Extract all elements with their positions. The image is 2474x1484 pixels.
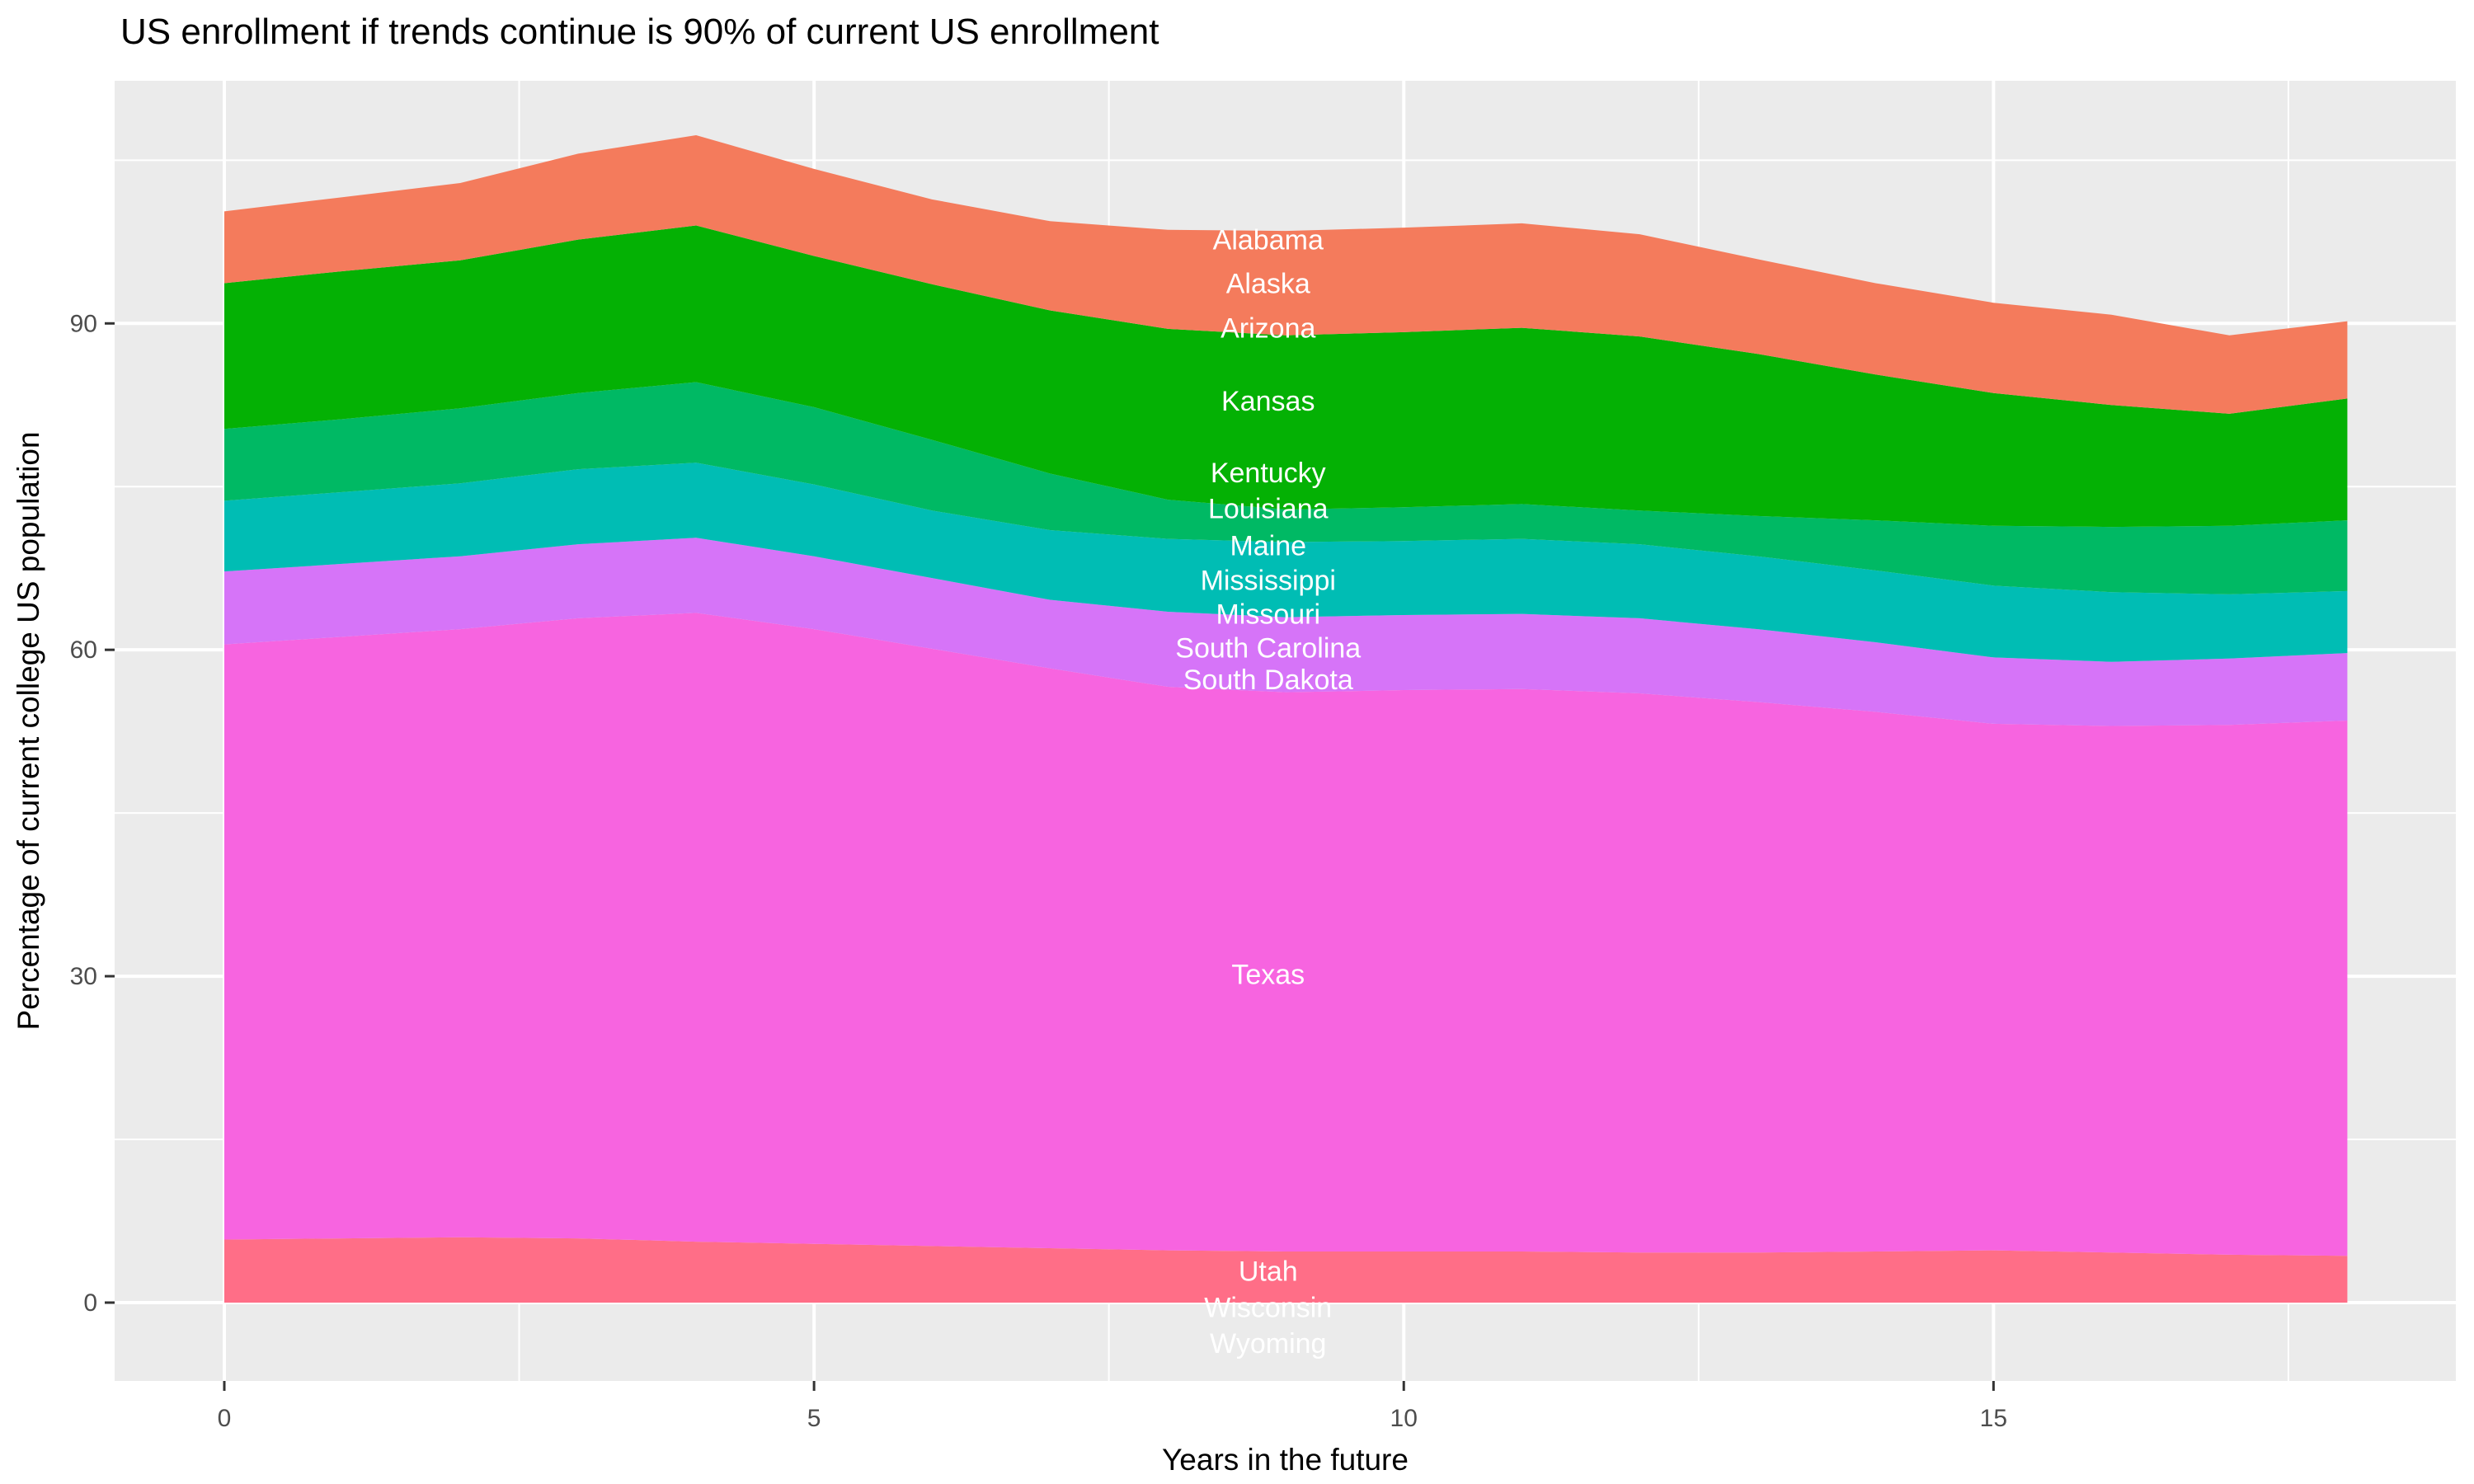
y-tick-label: 60 <box>70 636 97 664</box>
state-label-south-dakota: South Dakota <box>1183 665 1353 696</box>
band-area-mississippi-missouri <box>224 463 2348 662</box>
y-tick-label: 90 <box>70 310 97 337</box>
state-label-mississippi: Mississippi <box>1201 566 1336 597</box>
state-label-maine: Maine <box>1230 530 1306 561</box>
x-tick-label: 10 <box>1390 1405 1418 1432</box>
state-label-utah: Utah <box>1239 1256 1298 1288</box>
x-axis-title: Years in the future <box>1162 1443 1409 1477</box>
y-tick-label: 0 <box>83 1289 97 1317</box>
chart-title: US enrollment if trends continue is 90% … <box>120 12 1159 52</box>
band-area-kentucky-louisiana-maine <box>224 382 2348 594</box>
y-axis-title: Percentage of current college US populat… <box>12 431 45 1031</box>
band-area-alabama-alaska-arizona <box>224 134 2348 414</box>
x-tick-label: 0 <box>218 1405 232 1432</box>
band-area-utah-wisconsin-wyoming <box>224 1237 2348 1303</box>
x-tick-label: 5 <box>807 1405 821 1432</box>
state-label-alaska: Alaska <box>1226 268 1310 299</box>
state-label-texas: Texas <box>1231 959 1305 990</box>
state-label-south-carolina: South Carolina <box>1175 633 1361 665</box>
state-label-kentucky: Kentucky <box>1211 458 1326 489</box>
band-area-kansas <box>224 225 2348 528</box>
state-label-kansas: Kansas <box>1221 386 1315 417</box>
state-label-wyoming: Wyoming <box>1210 1328 1326 1360</box>
y-tick-label: 30 <box>70 963 97 990</box>
state-label-alabama: Alabama <box>1213 225 1324 256</box>
band-area-south-carolina-south-dakota <box>224 538 2348 726</box>
state-label-missouri: Missouri <box>1216 599 1320 631</box>
state-label-louisiana: Louisiana <box>1208 494 1329 525</box>
x-tick-label: 15 <box>1980 1405 2007 1432</box>
band-area-texas <box>224 613 2348 1256</box>
state-label-wisconsin: Wisconsin <box>1204 1292 1332 1323</box>
state-label-arizona: Arizona <box>1221 313 1315 345</box>
